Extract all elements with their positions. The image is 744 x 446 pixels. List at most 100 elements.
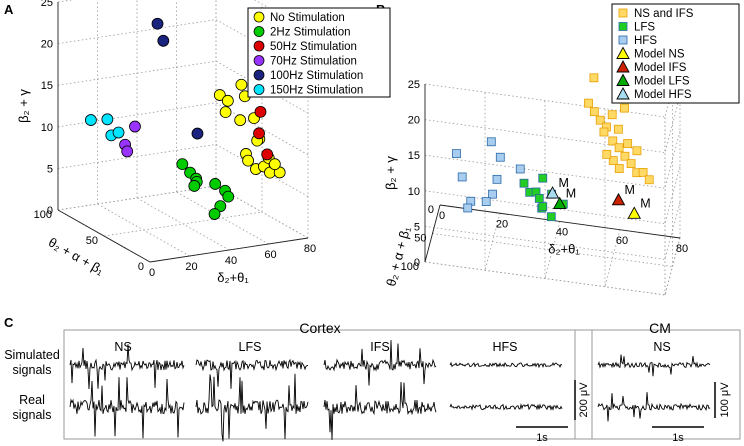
- x-axis: [149, 237, 309, 263]
- z-tick-label: 20: [41, 39, 53, 51]
- legend-marker-model-hfs: [616, 87, 630, 100]
- point-hfs: [486, 137, 496, 147]
- point-hfs: [452, 149, 461, 159]
- y-tick-label: 0: [428, 204, 434, 216]
- real-trace-cm-ns: [597, 392, 711, 422]
- point-100hz-stimulation: [151, 17, 164, 30]
- point-lfs: [534, 193, 544, 203]
- grid-line-side-z: [424, 119, 666, 153]
- point-150hz-stimulation: [101, 113, 114, 126]
- z-tick-label: 10: [408, 186, 420, 198]
- x-tick-label: 20: [496, 218, 508, 230]
- grid-line-side-z: [424, 226, 666, 260]
- legend-label-70hz-stimulation: 70Hz Stimulation: [270, 56, 357, 68]
- point-100hz-stimulation: [191, 127, 204, 140]
- point-ns-and-ifs: [626, 159, 636, 169]
- point-model-hfs: [545, 186, 560, 199]
- column-label-ifs: IFS: [370, 340, 389, 354]
- model-marker-label: M: [640, 196, 650, 210]
- point-ns-and-ifs: [614, 143, 624, 153]
- z-tick-label: 15: [41, 80, 53, 92]
- point-hfs: [488, 189, 497, 199]
- x-axis-label: δ₂+θ₁: [217, 270, 249, 285]
- point-model-ns: [627, 206, 642, 219]
- x-tick-label: 0: [439, 210, 445, 222]
- point-2hz-stimulation: [209, 178, 222, 190]
- grid-line-floor-y: [432, 233, 673, 267]
- y-tick-label: 0: [138, 261, 144, 273]
- row-label-simulated-1: Simulated: [4, 348, 60, 362]
- point-lfs: [546, 212, 556, 222]
- legend-label-model-ifs: Model IFS: [634, 62, 687, 74]
- point-ns-and-ifs: [632, 146, 642, 156]
- point-2hz-stimulation: [176, 158, 189, 171]
- point-50hz-stimulation: [253, 127, 265, 140]
- point-hfs: [515, 164, 525, 174]
- grid-line-wall-z: [254, 0, 309, 31]
- y-tick-label: 50: [414, 233, 426, 245]
- legend-marker-no-stimulation: [253, 11, 265, 23]
- point-50hz-stimulation: [261, 148, 274, 161]
- point-100hz-stimulation: [157, 34, 170, 47]
- grid-line-wall-z: [664, 166, 681, 224]
- point-model-ifs: [611, 192, 626, 206]
- legend-box: [611, 3, 740, 104]
- legend-marker-ns-and-ifs: [618, 8, 628, 18]
- column-label-cm-ns: NS: [653, 340, 670, 354]
- legend-box: [247, 7, 391, 98]
- model-marker-label: M: [625, 183, 635, 197]
- legend-marker-2hz-stimulation: [253, 26, 265, 37]
- point-ns-and-ifs: [613, 124, 623, 134]
- point-ns-and-ifs: [589, 107, 599, 117]
- grid-line-floor-x: [97, 203, 190, 257]
- real-trace-ifs: [323, 381, 437, 440]
- grid-line-side-z: [57, 185, 217, 211]
- point-ns-and-ifs: [607, 110, 617, 120]
- legend-marker-100hz-stimulation: [253, 69, 265, 81]
- point-no-stimulation: [221, 94, 234, 107]
- point-no-stimulation: [234, 114, 247, 127]
- panel-letter-c: C: [4, 315, 14, 330]
- real-trace-ns: [69, 377, 185, 439]
- simulated-trace-ifs: [323, 340, 437, 386]
- y-tick-label: 100: [401, 261, 419, 273]
- signals-panel-c: Cortex CM Simulated signals Real signals…: [4, 320, 741, 444]
- cm-box: [591, 329, 741, 440]
- point-ns-and-ifs: [602, 149, 612, 159]
- z-tick-label: 5: [414, 221, 420, 233]
- real-trace-hfs: [449, 403, 563, 411]
- x-axis-label: δ₂+θ₁: [548, 242, 580, 257]
- point-70hz-stimulation: [129, 120, 141, 133]
- z-tick-label: 15: [408, 150, 420, 162]
- x-tick-label: 60: [264, 249, 276, 261]
- legend-marker-lfs: [618, 22, 628, 31]
- point-hfs: [492, 174, 502, 184]
- amplitude-scale-label-cm: 100 μV: [719, 382, 731, 418]
- legend-marker-model-ns: [616, 46, 630, 59]
- time-scale-label-cm: 1s: [672, 432, 684, 444]
- point-ns-and-ifs: [620, 151, 630, 161]
- legend-label-2hz-stimulation: 2Hz Stimulation: [270, 27, 351, 39]
- point-ns-and-ifs: [620, 103, 629, 113]
- z-tick-label: 25: [408, 79, 420, 91]
- z-axis-label: β₂ + γ: [16, 89, 31, 123]
- point-2hz-stimulation: [208, 208, 221, 220]
- x-tick-label: 80: [304, 243, 316, 255]
- legend-label-100hz-stimulation: 100Hz Stimulation: [270, 70, 363, 82]
- grid-line-side-z: [424, 154, 666, 189]
- legend-marker-model-ifs: [616, 60, 630, 73]
- point-ns-and-ifs: [589, 73, 599, 83]
- point-ns-and-ifs: [599, 127, 609, 137]
- point-hfs: [457, 172, 467, 182]
- column-label-lfs: LFS: [239, 340, 262, 354]
- point-ns-and-ifs: [623, 139, 633, 148]
- legend-label-model-lfs: Model LFS: [634, 76, 690, 88]
- row-label-real-1: Real: [19, 393, 45, 407]
- model-marker-label: M: [559, 176, 569, 190]
- grid-line-side-z: [57, 144, 217, 169]
- y-tick-label: 100: [34, 209, 52, 221]
- row-label-simulated-2: signals: [13, 363, 52, 377]
- x-tick-label: 80: [676, 243, 688, 255]
- point-70hz-stimulation: [121, 145, 134, 158]
